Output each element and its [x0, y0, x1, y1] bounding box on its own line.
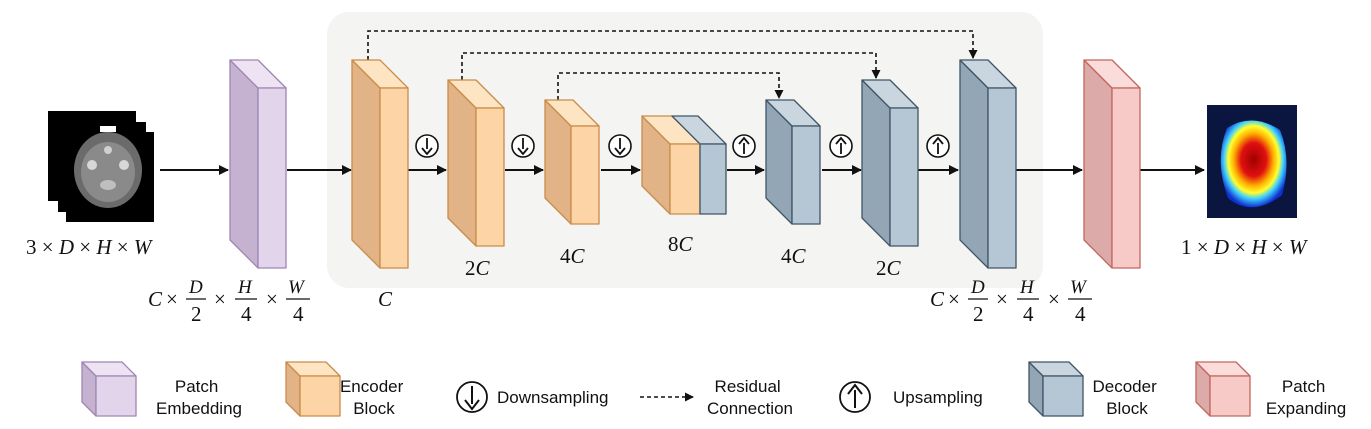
output-heatmap — [1207, 105, 1297, 218]
stage-label-bottleneck: 8C — [668, 232, 694, 256]
svg-text:D: D — [188, 277, 203, 298]
stage-label-enc2: 2C — [465, 256, 491, 280]
stage-label-enc3: 4C — [560, 244, 586, 268]
svg-text:D: D — [970, 277, 985, 298]
downsampling-icon-1 — [415, 134, 439, 158]
stage-label-dec2: 2C — [876, 256, 902, 280]
svg-text:C: C — [148, 287, 163, 311]
svg-text:2: 2 — [973, 302, 984, 326]
svg-text:4: 4 — [1075, 302, 1086, 326]
upsampling-icon-2 — [829, 134, 853, 158]
svg-text:×: × — [996, 287, 1008, 311]
input-ct-image — [48, 111, 154, 222]
legend-encoder-block-label: Encoder Block — [340, 377, 408, 418]
input-dims: 3 × D × H × W — [26, 235, 154, 259]
encoder-block-1 — [351, 59, 409, 269]
svg-text:×: × — [214, 287, 226, 311]
legend-upsampling-icon — [839, 381, 871, 413]
svg-text:×: × — [166, 287, 178, 311]
svg-text:4: 4 — [241, 302, 252, 326]
svg-text:×: × — [948, 287, 960, 311]
svg-text:2: 2 — [191, 302, 202, 326]
svg-text:H: H — [237, 277, 253, 298]
svg-text:W: W — [1070, 277, 1088, 298]
downsampling-icon-3 — [608, 134, 632, 158]
legend-downsampling-icon — [456, 381, 488, 413]
encoder-block-2 — [447, 79, 505, 247]
upsampling-icon-1 — [732, 134, 756, 158]
residual-connections — [367, 30, 978, 100]
legend-downsampling-label: Downsampling — [497, 388, 609, 407]
downsampling-icon-2 — [511, 134, 535, 158]
decoder-block-1 — [959, 59, 1017, 269]
legend-decoder-block-cube — [1028, 361, 1084, 417]
patch-embedding-block — [229, 59, 287, 269]
legend-residual-label: Residual Connection — [707, 377, 793, 418]
svg-text:C: C — [930, 287, 945, 311]
svg-text:H: H — [1019, 277, 1035, 298]
upsampling-icon-3 — [926, 134, 950, 158]
legend-patch-expanding-label: Patch Expanding — [1266, 377, 1346, 418]
legend-patch-embedding-label: Patch Embedding — [156, 377, 242, 418]
legend-decoder-block-label: Decoder Block — [1093, 377, 1162, 418]
svg-text:4: 4 — [293, 302, 304, 326]
svg-text:W: W — [288, 277, 306, 298]
svg-text:×: × — [266, 287, 278, 311]
legend-encoder-block-cube — [285, 361, 341, 417]
legend-patch-expanding-cube — [1195, 361, 1251, 417]
decoder-block-2 — [861, 79, 919, 247]
svg-text:4: 4 — [1023, 302, 1034, 326]
legend-patch-embedding-cube — [81, 361, 137, 417]
legend-upsampling-label: Upsampling — [893, 388, 983, 407]
patch-embed-dims: C × D 2 × H 4 × W 4 — [148, 277, 310, 326]
stage-label-enc1: C — [378, 287, 393, 311]
svg-text:×: × — [1048, 287, 1060, 311]
output-dims: 1 × D × H × W — [1181, 235, 1309, 259]
patch-expand-dims: C × D 2 × H 4 × W 4 — [930, 277, 1092, 326]
bottleneck-block — [641, 115, 727, 215]
stage-label-dec3: 4C — [781, 244, 807, 268]
encoder-block-3 — [544, 99, 600, 225]
patch-expanding-block — [1083, 59, 1141, 269]
decoder-block-3 — [765, 99, 821, 225]
